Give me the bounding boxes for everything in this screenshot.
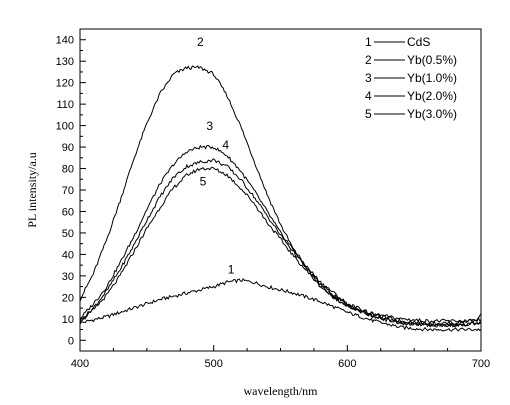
series-line-4 (79, 158, 482, 328)
y-tick-label: 80 (62, 164, 74, 176)
legend: 1 CdS 2 Yb(0.5%) 3 Yb(1.0%) 4 Yb(2.0%) 5 Yb(3.0%) (365, 35, 457, 121)
x-tick-label: 600 (338, 358, 356, 370)
series-label-4: 4 (222, 138, 229, 152)
series-line-3 (79, 144, 482, 327)
series-line-2 (79, 65, 482, 324)
y-tick-label: 0 (68, 335, 74, 347)
y-tick-label: 40 (62, 249, 74, 261)
series-label-1: 1 (228, 263, 235, 277)
legend-entry: CdS (407, 35, 430, 49)
series-label-5: 5 (200, 175, 207, 189)
y-tick-label: 130 (56, 56, 74, 68)
y-tick-label: 90 (62, 142, 74, 154)
x-tick-label: 400 (71, 358, 89, 370)
y-tick-label: 50 (62, 228, 74, 240)
y-tick-label: 100 (56, 121, 74, 133)
x-axis-title: wavelength/nm (244, 384, 319, 398)
legend-index: 3 (365, 71, 372, 85)
x-tick-label: 500 (204, 358, 222, 370)
x-tick-label: 700 (472, 358, 490, 370)
y-tick-label: 10 (62, 314, 74, 326)
x-axis: 400 500 600 700 (71, 345, 490, 370)
legend-entry: Yb(2.0%) (407, 89, 457, 103)
legend-index: 5 (365, 107, 372, 121)
y-tick-label: 60 (62, 206, 74, 218)
legend-index: 4 (365, 89, 372, 103)
series-label-3: 3 (206, 119, 213, 133)
legend-entry: Yb(1.0%) (407, 71, 457, 85)
series-line-1 (79, 277, 482, 332)
y-tick-label: 70 (62, 185, 74, 197)
series-label-2: 2 (197, 35, 204, 49)
y-tick-label: 120 (56, 78, 74, 90)
y-tick-label: 30 (62, 271, 74, 283)
y-axis-title: PL intensity/a.u (25, 152, 39, 228)
legend-index: 1 (365, 35, 372, 49)
y-tick-label: 20 (62, 292, 74, 304)
y-tick-label: 110 (56, 99, 74, 111)
series-line-5 (79, 166, 482, 328)
y-tick-label: 140 (56, 35, 74, 47)
legend-index: 2 (365, 53, 372, 67)
legend-entry: Yb(0.5%) (407, 53, 457, 67)
y-axis: 0 10 20 30 40 50 60 70 80 90 100 110 120 130 140 (56, 35, 86, 347)
legend-entry: Yb(3.0%) (407, 107, 457, 121)
